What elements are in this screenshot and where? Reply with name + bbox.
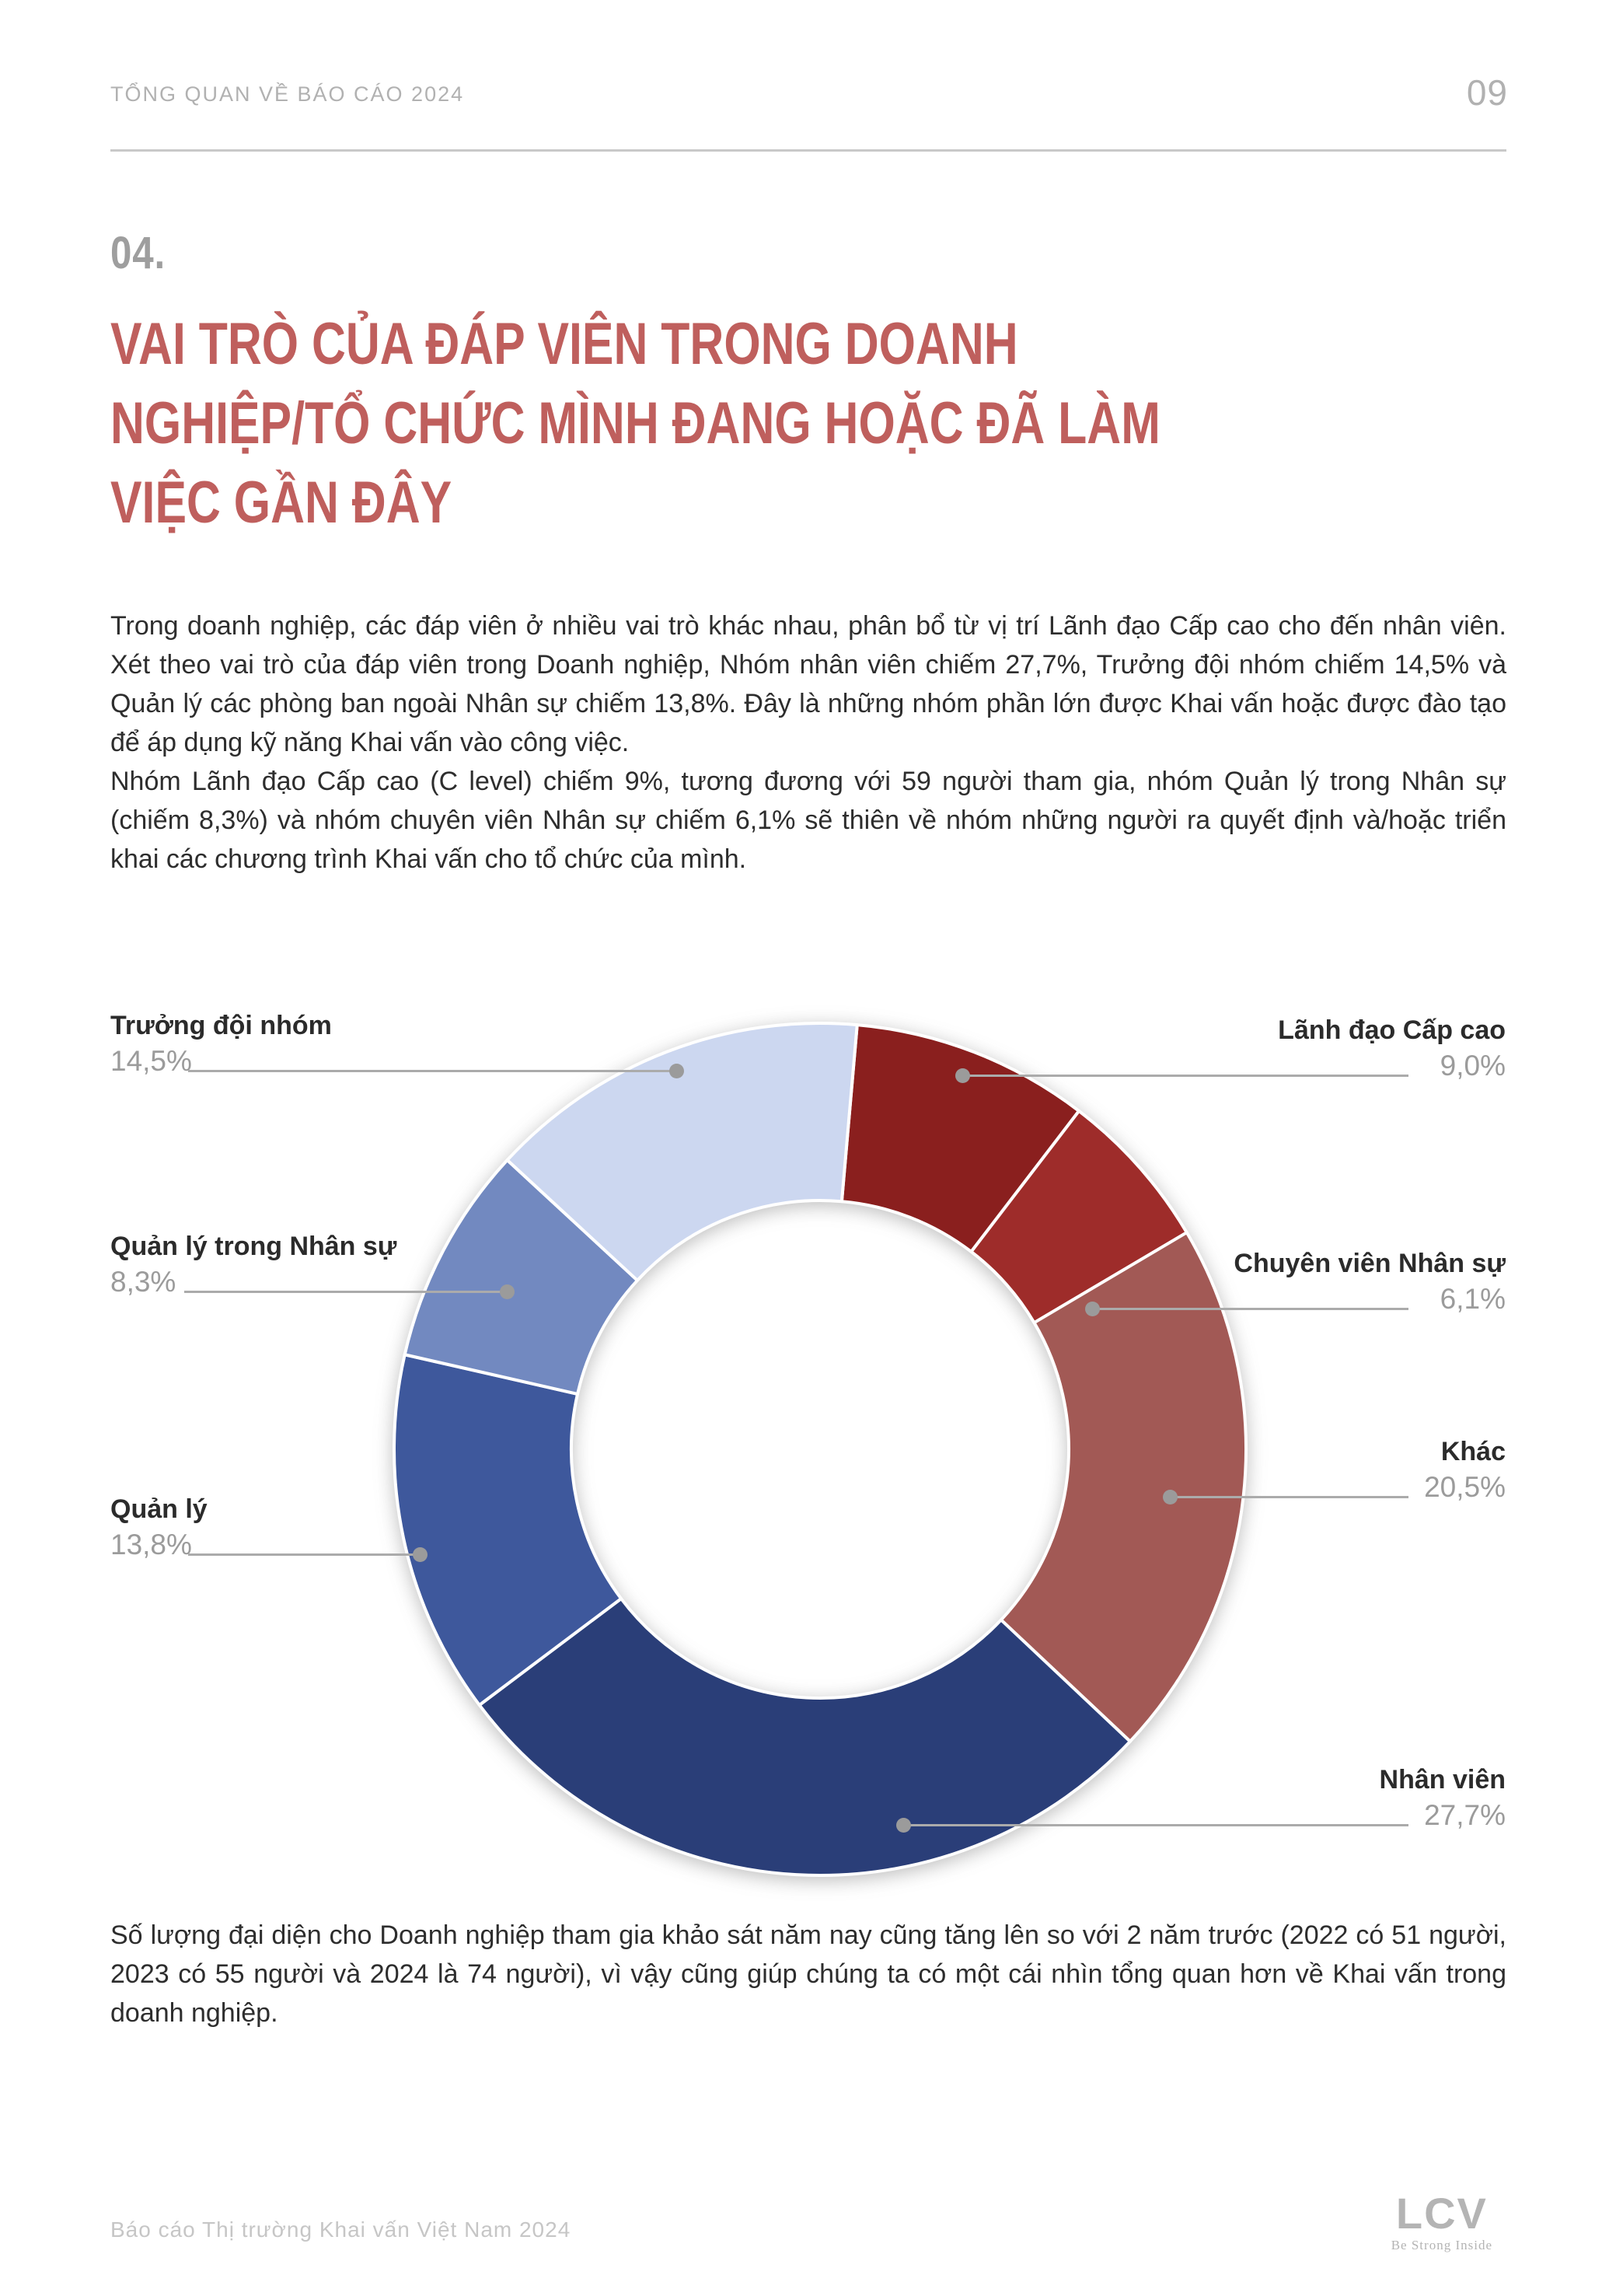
intro-text: Trong doanh nghiệp, các đáp viên ở nhiều…	[110, 606, 1506, 879]
page-title-line-3: VIỆC GẦN ĐÂY	[110, 470, 452, 536]
slice-value: 8,3%	[110, 1266, 176, 1298]
leader-dot	[669, 1064, 684, 1078]
page-title-line-2: NGHIỆP/TỔ CHỨC MÌNH ĐANG HOẶC ĐÃ LÀM	[110, 390, 1161, 456]
leader-dot	[500, 1284, 515, 1299]
callout-khac: Khác 20,5%	[1101, 1434, 1506, 1505]
lcv-logo: LCV Be Strong Inside	[1391, 2191, 1492, 2253]
section-number: 04.	[110, 228, 166, 278]
page-title: VAI TRÒ CỦA ĐÁP VIÊN TRONG DOANH NGHIỆP/…	[110, 305, 1478, 543]
footer-report-name: Báo cáo Thị trường Khai vấn Việt Nam 202…	[110, 2217, 571, 2242]
leader-dot	[1085, 1302, 1100, 1316]
callout-nhan-vien: Nhân viên 27,7%	[1101, 1762, 1506, 1833]
slice-value: 13,8%	[110, 1529, 192, 1560]
closing-paragraph: Số lượng đại diện cho Doanh nghiệp tham …	[110, 1920, 1506, 2028]
page-number: 09	[1466, 72, 1508, 113]
intro-paragraph-1: Trong doanh nghiệp, các đáp viên ở nhiều…	[110, 611, 1506, 757]
leader-line	[962, 1075, 1408, 1077]
slice-value: 9,0%	[1440, 1050, 1506, 1082]
intro-paragraph-2: Nhóm Lãnh đạo Cấp cao (C level) chiếm 9%…	[110, 767, 1506, 874]
donut-slice-4	[393, 1353, 623, 1707]
header-divider	[110, 149, 1506, 152]
slice-label: Trưởng đội nhóm	[110, 1011, 332, 1040]
leader-dot	[1163, 1490, 1178, 1504]
lcv-logo-tagline: Be Strong Inside	[1391, 2238, 1492, 2252]
slice-value: 6,1%	[1440, 1283, 1506, 1315]
page-title-line-1: VAI TRÒ CỦA ĐÁP VIÊN TRONG DOANH	[110, 311, 1018, 377]
leader-dot	[955, 1068, 970, 1083]
slice-label: Quản lý	[110, 1494, 208, 1524]
callout-quan-ly: Quản lý 13,8%	[110, 1491, 515, 1563]
leader-line	[1092, 1308, 1408, 1310]
callout-quan-ly-trong-nhan-su: Quản lý trong Nhân sự 8,3%	[110, 1228, 515, 1300]
callout-chuyen-vien-nhan-su: Chuyên viên Nhân sự 6,1%	[1101, 1246, 1506, 1317]
leader-line	[188, 1553, 420, 1556]
leader-line	[188, 1070, 676, 1072]
lcv-logo-text: LCV	[1395, 2189, 1488, 2238]
slice-label: Khác	[1440, 1437, 1506, 1466]
slice-value: 14,5%	[110, 1045, 192, 1077]
leader-dot	[896, 1818, 911, 1833]
leader-dot	[413, 1547, 428, 1562]
donut-slice-3	[477, 1597, 1132, 1878]
donut-slice-6	[505, 1022, 859, 1282]
leader-line	[903, 1824, 1408, 1826]
slice-label: Nhân viên	[1379, 1765, 1506, 1795]
breadcrumb: TỔNG QUAN VỀ BÁO CÁO 2024	[110, 82, 465, 106]
slice-label: Quản lý trong Nhân sự	[110, 1232, 397, 1261]
callout-truong-doi-nhom: Trưởng đội nhóm 14,5%	[110, 1008, 515, 1079]
donut-slice-2	[999, 1231, 1248, 1743]
slice-label: Lãnh đạo Cấp cao	[1278, 1015, 1506, 1045]
slice-label: Chuyên viên Nhân sự	[1234, 1249, 1506, 1278]
donut-chart	[393, 1022, 1248, 1878]
leader-line	[1170, 1496, 1408, 1498]
callout-lanh-dao-cap-cao: Lãnh đạo Cấp cao 9,0%	[1101, 1012, 1506, 1084]
slice-value: 27,7%	[1424, 1799, 1506, 1831]
slice-value: 20,5%	[1424, 1471, 1506, 1503]
leader-line	[184, 1291, 507, 1293]
